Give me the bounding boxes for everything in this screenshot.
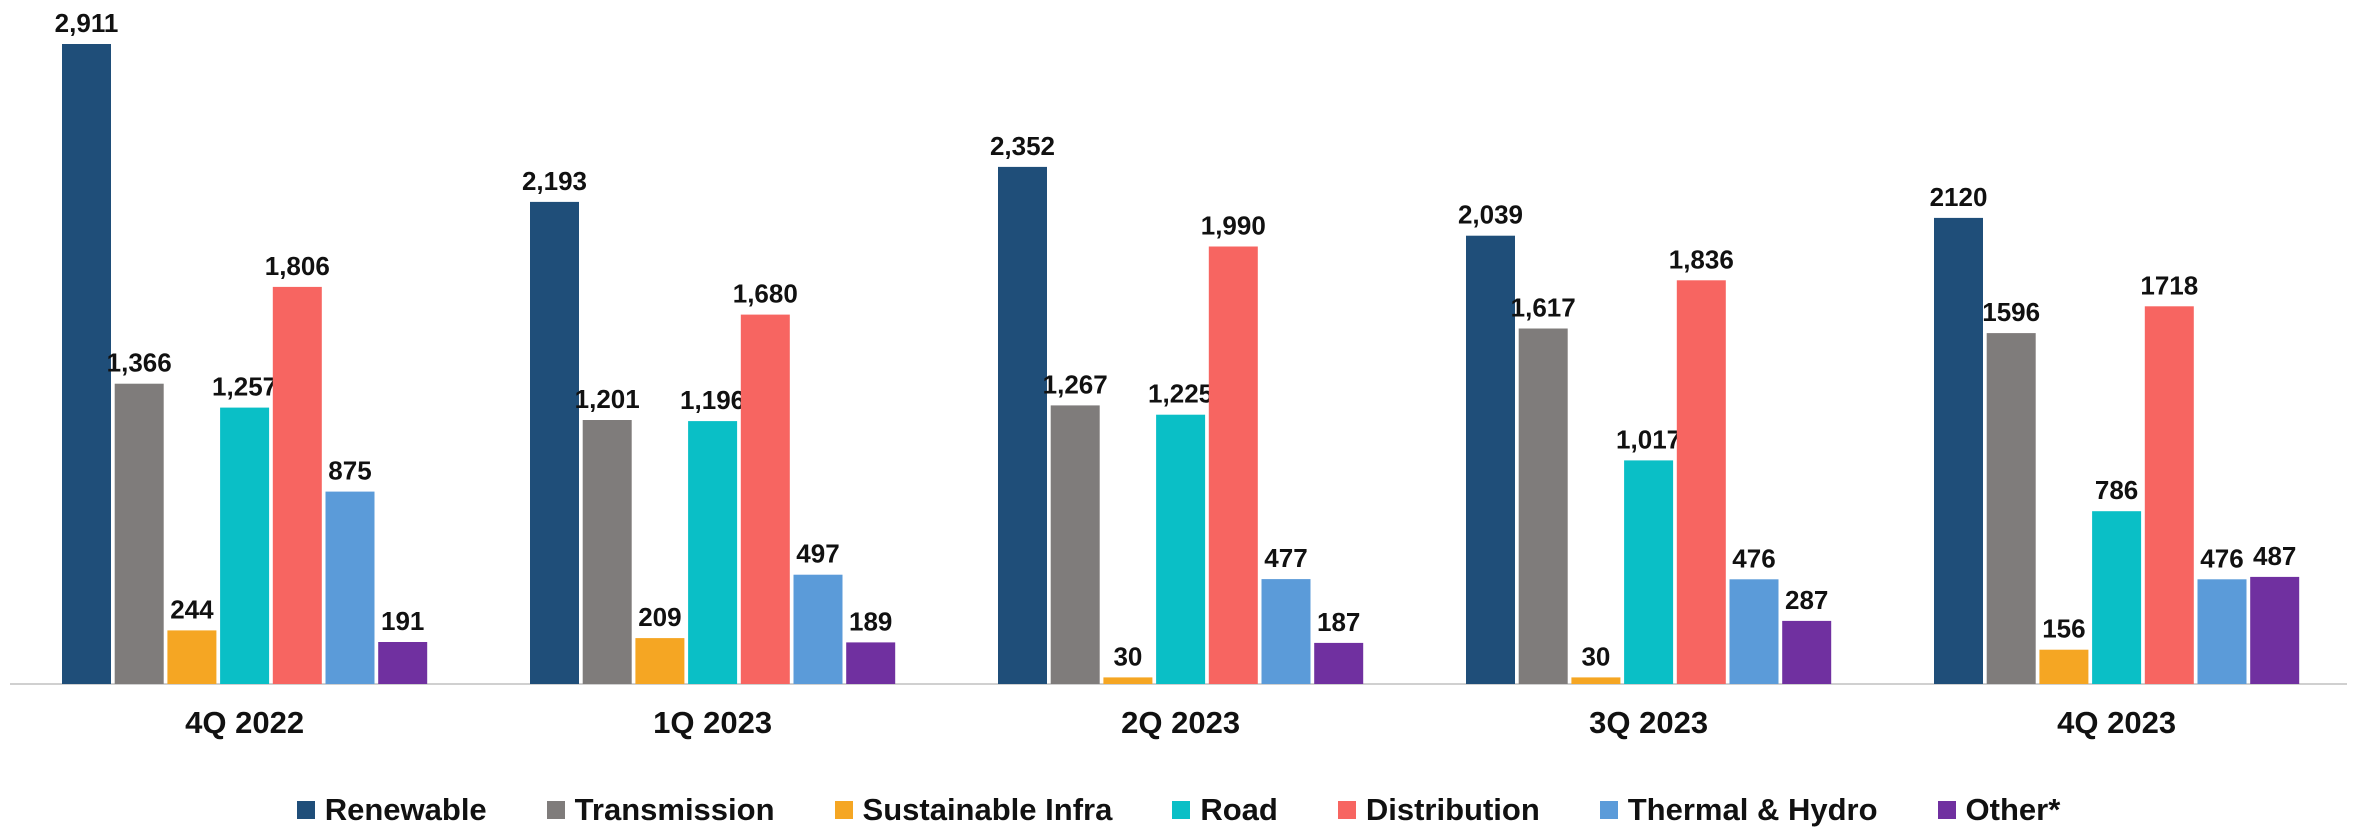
bar <box>220 407 270 684</box>
data-label: 1,617 <box>1511 293 1576 323</box>
legend-swatch <box>1337 801 1356 819</box>
data-label: 1,196 <box>680 385 745 415</box>
bar <box>740 314 790 684</box>
data-label: 209 <box>638 602 681 632</box>
data-label: 191 <box>381 606 424 636</box>
legend-item: Renewable <box>296 792 487 828</box>
data-label: 189 <box>849 606 892 636</box>
legend-item: Distribution <box>1337 792 1540 828</box>
bar <box>1466 235 1515 684</box>
data-label: 2,911 <box>55 8 119 38</box>
bar <box>688 421 738 684</box>
legend-swatch <box>296 801 315 819</box>
bar-chart: 2,911 1,366 244 1,257 1,806 875 191 4Q 2022 2,19… <box>10 8 2347 740</box>
data-label: 187 <box>1317 607 1360 637</box>
chart-legend: Renewable Transmission Sustainable Infra Ro… <box>0 790 2357 830</box>
data-label: 1,680 <box>733 279 798 309</box>
data-label: 1,225 <box>1148 379 1213 409</box>
data-label: 2120 <box>1930 182 1988 212</box>
bar <box>272 286 322 684</box>
data-label: 476 <box>2200 543 2243 573</box>
data-label: 875 <box>328 456 371 486</box>
data-label: 1596 <box>1982 297 2040 327</box>
bar <box>582 420 632 684</box>
bar <box>1050 405 1100 684</box>
data-label: 477 <box>1264 543 1307 573</box>
bar <box>1314 642 1364 684</box>
data-label: 476 <box>1732 543 1775 573</box>
bar <box>325 491 375 684</box>
data-label: 244 <box>170 594 214 624</box>
legend-item: Other* <box>1937 792 2061 828</box>
legend-label: Renewable <box>324 792 487 827</box>
x-tick-label: 1Q 2023 <box>653 705 772 740</box>
bar <box>114 383 164 684</box>
data-label: 1,990 <box>1201 211 1266 241</box>
bar <box>378 642 428 684</box>
bar <box>793 574 843 684</box>
legend-item: Transmission <box>546 792 775 828</box>
x-tick-label: 4Q 2022 <box>185 705 304 740</box>
legend-label: Distribution <box>1365 792 1540 827</box>
data-label: 2,193 <box>522 166 587 196</box>
bar <box>1934 217 1983 684</box>
legend-label: Road <box>1200 792 1278 827</box>
bar <box>2250 576 2300 684</box>
bar <box>1571 677 1621 684</box>
bar <box>998 166 1047 684</box>
data-label: 1,366 <box>107 348 172 378</box>
bar <box>1782 620 1832 684</box>
data-label: 1,257 <box>212 372 277 402</box>
data-label: 1718 <box>2140 270 2198 300</box>
bar <box>1624 460 1674 684</box>
data-label: 1,017 <box>1616 424 1681 454</box>
data-label: 1,836 <box>1669 244 1734 274</box>
legend-label: Sustainable Infra <box>862 792 1113 827</box>
legend-item: Sustainable Infra <box>834 792 1113 828</box>
data-label: 30 <box>1113 641 1142 671</box>
bar <box>1986 333 2036 684</box>
bar <box>1261 579 1311 684</box>
data-label: 1,806 <box>265 251 330 281</box>
bar <box>1729 579 1779 684</box>
x-tick-label: 3Q 2023 <box>1589 705 1708 740</box>
bar <box>1518 328 1568 684</box>
bar <box>2039 649 2089 684</box>
bar <box>2092 511 2142 684</box>
bar <box>1156 414 1206 684</box>
legend-label: Transmission <box>574 792 775 827</box>
bar <box>167 630 217 684</box>
bar <box>1676 280 1726 684</box>
data-label: 1,201 <box>575 384 640 414</box>
bar <box>530 201 579 684</box>
legend-label: Other* <box>1965 792 2061 827</box>
legend-item: Road <box>1172 792 1278 828</box>
bar <box>2144 306 2194 684</box>
legend-item: Thermal & Hydro <box>1599 792 1878 828</box>
bar <box>1103 677 1153 684</box>
x-tick-label: 2Q 2023 <box>1121 705 1240 740</box>
legend-swatch <box>1172 801 1191 819</box>
data-label: 2,352 <box>990 131 1055 161</box>
bar <box>62 44 111 684</box>
data-label: 2,039 <box>1458 200 1523 230</box>
data-label: 786 <box>2095 475 2138 505</box>
legend-swatch <box>834 801 853 819</box>
data-label: 1,267 <box>1043 369 1108 399</box>
bar <box>846 642 896 684</box>
data-label: 30 <box>1581 641 1610 671</box>
bar <box>2197 579 2247 684</box>
data-label: 156 <box>2042 614 2085 644</box>
legend-swatch <box>546 801 565 819</box>
legend-swatch <box>1937 801 1956 819</box>
bar <box>635 638 685 684</box>
data-label: 487 <box>2253 541 2296 571</box>
data-label: 287 <box>1785 585 1828 615</box>
data-label: 497 <box>796 539 839 569</box>
legend-swatch <box>1599 801 1618 819</box>
bar <box>1208 246 1258 684</box>
legend-label: Thermal & Hydro <box>1627 792 1878 827</box>
x-tick-label: 4Q 2023 <box>2057 705 2176 740</box>
